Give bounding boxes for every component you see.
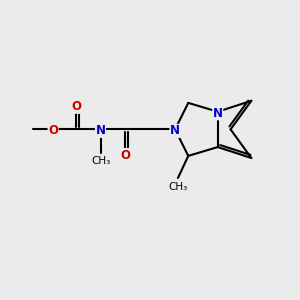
Text: O: O xyxy=(71,100,81,113)
Text: CH₃: CH₃ xyxy=(168,182,188,191)
Text: O: O xyxy=(120,148,130,161)
Text: O: O xyxy=(48,124,58,137)
Text: N: N xyxy=(95,124,106,137)
Text: N: N xyxy=(213,107,223,120)
Text: CH₃: CH₃ xyxy=(91,156,110,166)
Text: N: N xyxy=(170,124,180,137)
